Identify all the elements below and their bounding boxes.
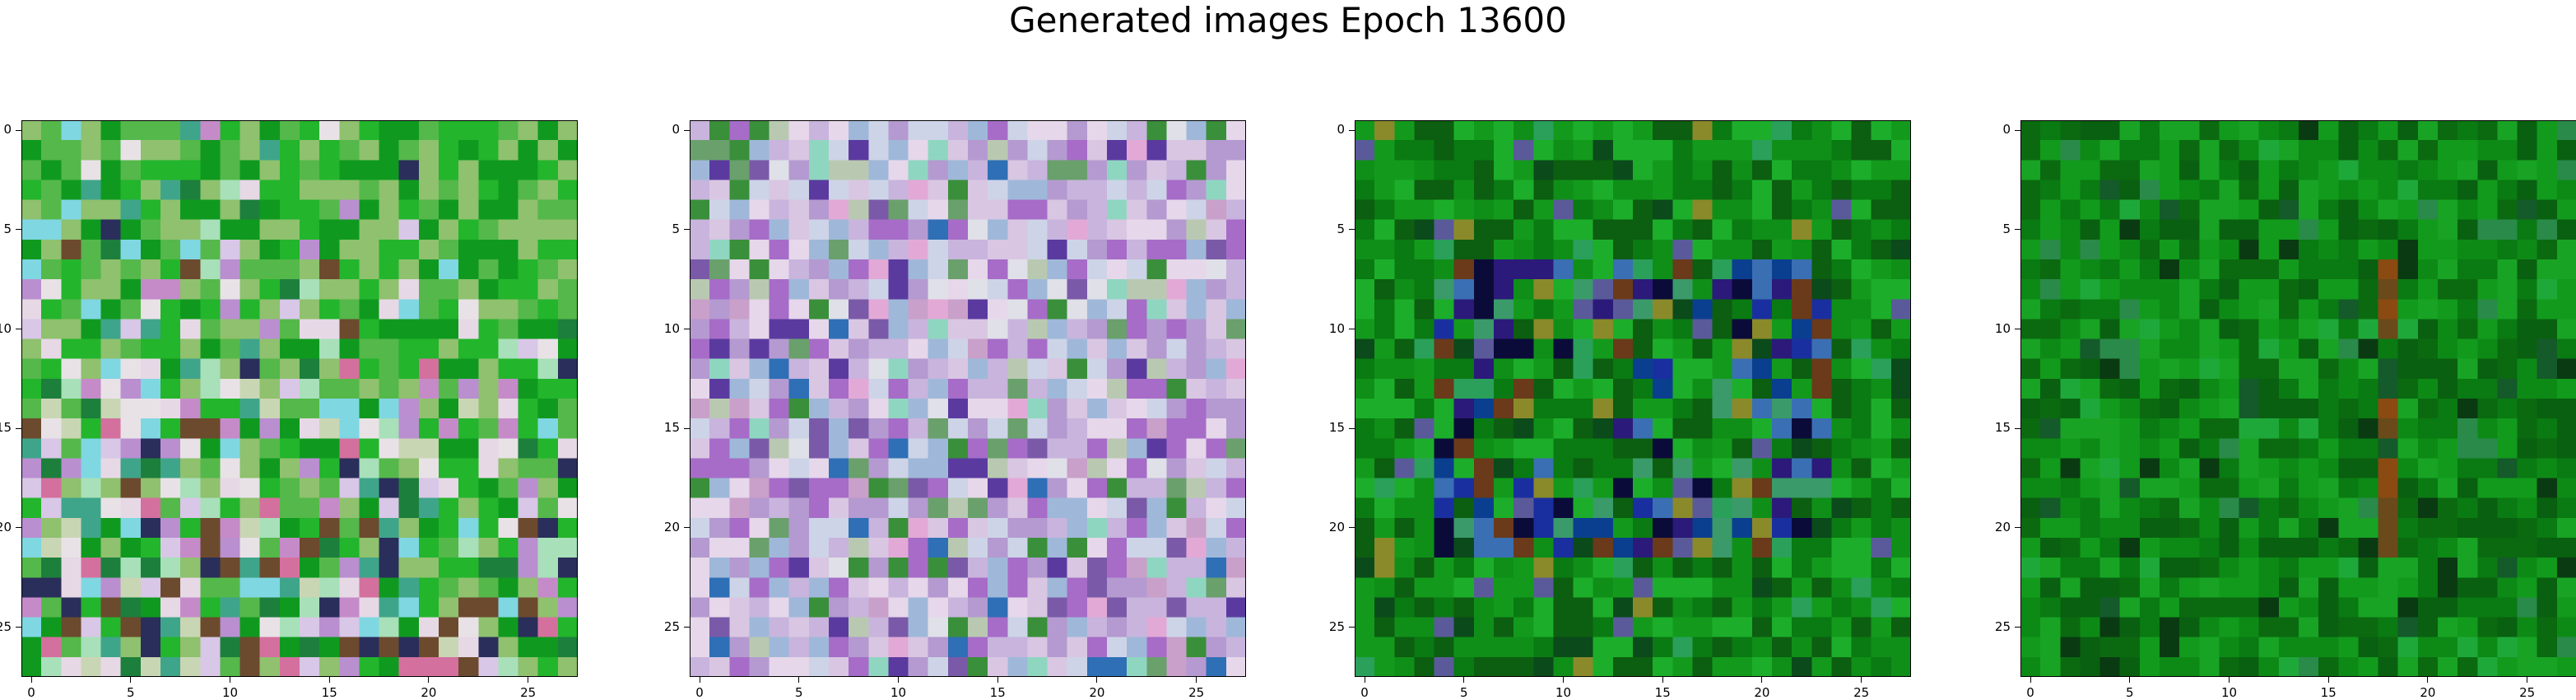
image-panel-1: 0 0 5 5 10 10 15 15 20 20 25 25 [0, 120, 578, 699]
y-tick-mark [684, 627, 690, 628]
x-tick-label: 20 [421, 685, 437, 700]
x-tick-label: 25 [520, 685, 537, 700]
y-tick-mark [16, 427, 21, 429]
x-tick-label: 0 [695, 685, 704, 700]
x-tick-mark [30, 677, 32, 683]
x-tick-mark [428, 677, 430, 683]
x-tick-mark [1563, 677, 1564, 683]
y-tick-label: 10 [1328, 320, 1345, 336]
x-tick-mark [2327, 677, 2329, 683]
y-tick-mark [2015, 129, 2020, 131]
x-tick-label: 10 [221, 685, 239, 700]
x-tick-label: 0 [1360, 685, 1369, 700]
x-tick-label: 5 [127, 685, 135, 700]
y-tick-label: 0 [2002, 122, 2011, 138]
y-tick-mark [684, 129, 690, 131]
y-tick-mark [16, 627, 21, 628]
y-tick-mark [684, 229, 690, 231]
x-tick-label: 15 [989, 685, 1006, 700]
x-tick-label: 20 [1089, 685, 1105, 700]
x-tick-label: 10 [1555, 685, 1572, 700]
x-tick-mark [2129, 677, 2131, 683]
x-tick-mark [1761, 677, 1763, 683]
y-tick-label: 25 [1994, 618, 2011, 634]
y-tick-label: 0 [3, 122, 12, 138]
y-tick-label: 20 [663, 519, 680, 534]
y-tick-mark [684, 427, 690, 429]
y-tick-mark [1349, 627, 1355, 628]
y-tick-mark [2015, 527, 2020, 529]
x-tick-mark [2030, 677, 2031, 683]
y-tick-label: 20 [0, 519, 12, 534]
y-tick-label: 5 [1337, 221, 1345, 236]
x-tick-mark [1463, 677, 1465, 683]
y-tick-mark [2015, 229, 2020, 231]
x-tick-label: 5 [1460, 685, 1468, 700]
x-tick-mark [997, 677, 998, 683]
x-tick-label: 5 [2126, 685, 2134, 700]
y-tick-label: 0 [1337, 122, 1345, 138]
generated-image-3 [1355, 120, 1911, 677]
x-tick-label: 20 [1754, 685, 1770, 700]
y-tick-mark [1349, 229, 1355, 231]
x-tick-label: 5 [795, 685, 803, 700]
x-tick-label: 25 [1853, 685, 1870, 700]
y-tick-mark [2015, 427, 2020, 429]
y-tick-label: 25 [0, 618, 12, 634]
x-tick-label: 15 [1654, 685, 1671, 700]
y-tick-label: 5 [672, 221, 680, 236]
x-tick-mark [2427, 677, 2429, 683]
x-tick-mark [1861, 677, 1862, 683]
y-tick-mark [1349, 527, 1355, 529]
y-tick-label: 0 [672, 122, 680, 138]
y-tick-label: 5 [2002, 221, 2011, 236]
y-tick-label: 15 [1994, 420, 2011, 436]
y-tick-label: 10 [0, 320, 12, 336]
y-tick-mark [16, 229, 21, 231]
y-tick-mark [2015, 627, 2020, 628]
y-tick-mark [684, 527, 690, 529]
y-tick-label: 15 [663, 420, 680, 436]
x-tick-mark [2229, 677, 2230, 683]
y-tick-mark [1349, 129, 1355, 131]
x-tick-mark [1196, 677, 1197, 683]
figure-title: Generated images Epoch 13600 [1009, 0, 1567, 40]
y-tick-mark [1349, 427, 1355, 429]
x-tick-mark [328, 677, 330, 683]
x-tick-label: 0 [27, 685, 35, 700]
y-tick-label: 5 [3, 221, 12, 236]
y-tick-label: 15 [0, 420, 12, 436]
x-tick-label: 15 [321, 685, 337, 700]
y-tick-label: 10 [663, 320, 680, 336]
x-tick-label: 10 [2220, 685, 2238, 700]
y-tick-label: 25 [663, 618, 680, 634]
image-panel-3: 0 0 5 5 10 10 15 15 20 20 25 25 [1329, 120, 1911, 699]
generated-image-4 [2020, 120, 2576, 677]
image-panel-4: 0 0 5 5 10 10 15 15 20 20 25 25 [1995, 120, 2576, 699]
x-tick-mark [1662, 677, 1663, 683]
generated-image-1 [21, 120, 578, 677]
y-tick-label: 20 [1328, 519, 1345, 534]
y-tick-label: 10 [1994, 320, 2011, 336]
y-tick-mark [16, 527, 21, 529]
generated-image-2 [690, 120, 1246, 677]
x-tick-label: 10 [890, 685, 907, 700]
x-tick-label: 0 [2026, 685, 2034, 700]
x-tick-label: 15 [2320, 685, 2337, 700]
x-tick-label: 20 [2420, 685, 2436, 700]
y-tick-label: 25 [1328, 618, 1345, 634]
y-tick-label: 20 [1994, 519, 2011, 534]
image-panel-2: 0 0 5 5 10 10 15 15 20 20 25 25 [664, 120, 1246, 699]
x-tick-label: 25 [1188, 685, 1205, 700]
x-tick-mark [130, 677, 132, 683]
x-tick-mark [898, 677, 899, 683]
x-tick-mark [1096, 677, 1098, 683]
x-tick-label: 25 [2519, 685, 2536, 700]
y-tick-label: 15 [1328, 420, 1345, 436]
x-tick-mark [798, 677, 800, 683]
y-tick-mark [16, 129, 21, 131]
